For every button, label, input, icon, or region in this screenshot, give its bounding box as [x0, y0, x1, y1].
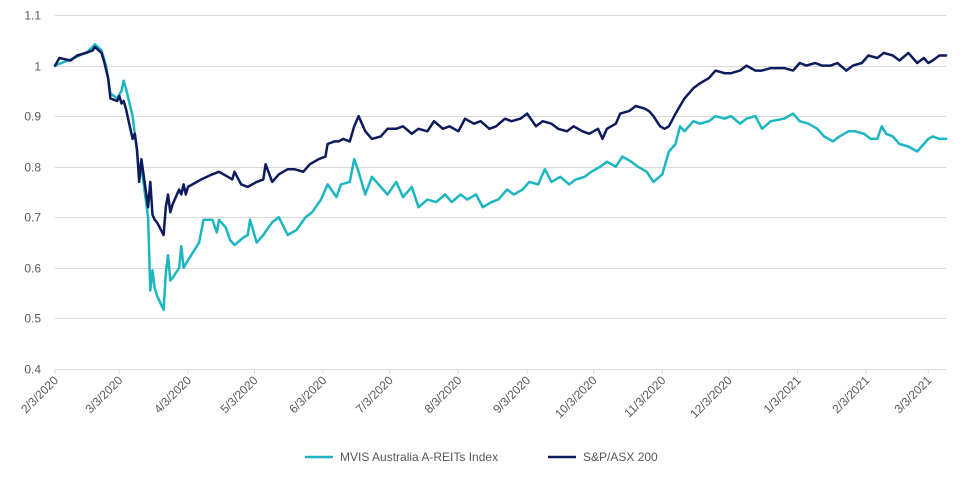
- x-tick-label: 10/3/2020: [552, 373, 600, 421]
- legend-label-1: S&P/ASX 200: [583, 450, 658, 464]
- x-tick-label: 8/3/2020: [422, 373, 465, 416]
- x-tick-label: 1/3/2021: [761, 373, 804, 416]
- legend: MVIS Australia A-REITs Index S&P/ASX 200: [305, 450, 658, 464]
- x-tick-label: 9/3/2020: [490, 373, 533, 416]
- y-tick-label: 0.4: [24, 363, 41, 377]
- y-tick-label: 0.9: [24, 110, 41, 124]
- x-tick-label: 6/3/2020: [286, 373, 329, 416]
- series-lines: [53, 43, 948, 312]
- y-tick-label: 0.5: [24, 312, 41, 326]
- y-tick-label: 0.6: [24, 262, 41, 276]
- y-tick-label: 1: [34, 60, 41, 74]
- x-tick-label: 5/3/2020: [218, 373, 261, 416]
- x-tick-label: 2/3/2020: [18, 373, 61, 416]
- x-tick-label: 3/3/2021: [891, 373, 934, 416]
- x-tick-label: 2/3/2021: [829, 373, 872, 416]
- legend-label-0: MVIS Australia A-REITs Index: [340, 450, 498, 464]
- x-axis-tick-labels: 2/3/2020 3/3/2020 4/3/2020 5/3/2020 6/3/2020…: [18, 373, 934, 421]
- y-tick-label: 0.7: [24, 211, 41, 225]
- y-tick-label: 0.8: [24, 161, 41, 175]
- x-tick-label: 12/3/2020: [687, 373, 735, 421]
- gridlines: [55, 15, 946, 319]
- y-tick-label: 1.1: [24, 9, 41, 23]
- x-tick-label: 7/3/2020: [353, 373, 396, 416]
- x-tick-label: 4/3/2020: [151, 373, 194, 416]
- series-line-0: [53, 43, 948, 312]
- series-line-1: [53, 45, 948, 237]
- x-tick-label: 11/3/2020: [621, 373, 668, 420]
- x-tick-label: 3/3/2020: [82, 373, 125, 416]
- x-axis: [54, 369, 946, 374]
- y-axis-tick-labels: 0.4 0.5 0.6 0.7 0.8 0.9 1 1.1: [24, 9, 41, 377]
